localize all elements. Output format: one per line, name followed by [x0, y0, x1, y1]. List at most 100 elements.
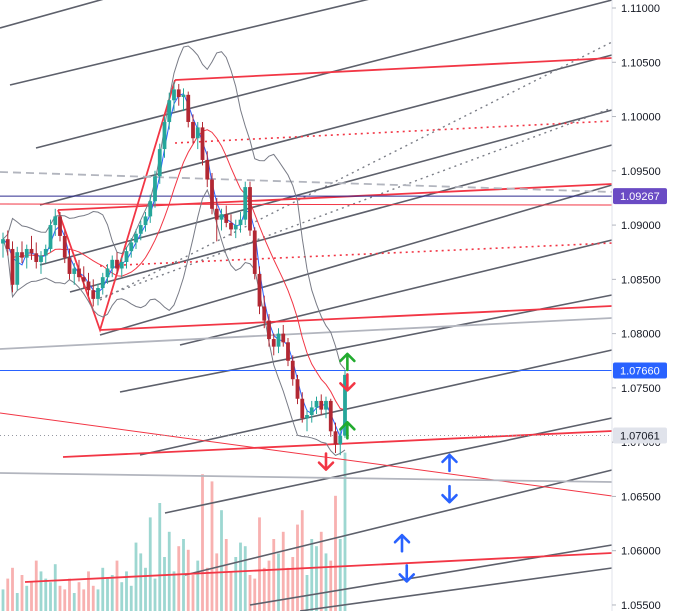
- axis-tick-label: 1.10500: [621, 57, 661, 69]
- candle-body: [295, 379, 300, 399]
- channel-line: [62, 430, 613, 458]
- axis-tick-label: 1.09000: [621, 220, 661, 232]
- volume-bar: [172, 571, 176, 611]
- volume-bar: [153, 578, 157, 611]
- candle-body: [181, 94, 186, 98]
- candle-body: [100, 277, 105, 289]
- volume-bar: [6, 578, 10, 611]
- pitchfork-line: [184, 469, 613, 576]
- pitchfork-line: [249, 544, 613, 606]
- candle-body: [39, 255, 43, 262]
- volume-bar: [49, 582, 52, 611]
- volume-bar: [220, 510, 223, 611]
- candle-body: [191, 121, 195, 139]
- volume-bar: [148, 517, 152, 611]
- candle-body: [10, 248, 15, 285]
- candle-body: [328, 400, 333, 432]
- pitchfork-line: [139, 349, 613, 456]
- candle-body: [162, 121, 167, 150]
- arrow-down-icon: [339, 373, 356, 392]
- price-axis[interactable]: 1.11000 1.10500 1.10000 1.09500 1.09000 1.085…: [611, 0, 679, 611]
- pitchfork-line: [0, 0, 104, 29]
- volume-bar: [291, 557, 295, 611]
- candle-body: [186, 94, 191, 122]
- candle-body: [1, 239, 5, 244]
- volume-bar: [267, 560, 271, 611]
- candle-body: [29, 248, 34, 254]
- axis-tick-label: 1.06000: [621, 546, 661, 558]
- volume-bar: [63, 589, 67, 611]
- volume-bar: [25, 585, 29, 611]
- candle-body: [43, 248, 48, 256]
- candle-body: [67, 257, 72, 274]
- volume-bar: [300, 510, 304, 611]
- candle-body: [110, 259, 115, 269]
- volume-bar: [177, 546, 181, 611]
- candle-body: [20, 252, 24, 258]
- volume-bar: [215, 553, 219, 611]
- arrow-up-icon: [339, 421, 356, 440]
- candle-body: [77, 268, 81, 278]
- price-badge-label: 1.07061: [620, 431, 660, 443]
- volume-bars: [1, 452, 347, 611]
- volume-bar: [229, 571, 233, 611]
- candle-body: [48, 225, 53, 249]
- grey-trend-line: [0, 472, 613, 483]
- volume-bar: [324, 553, 328, 611]
- candle-body: [86, 281, 91, 291]
- volume-bar: [253, 578, 257, 611]
- arrow-up-icon: [339, 352, 356, 372]
- signal-arrows: [317, 352, 458, 583]
- thin-trend-line: [0, 412, 613, 497]
- median-dotted-line: [99, 107, 613, 299]
- volume-bar: [11, 567, 14, 611]
- volume-bar: [277, 553, 280, 611]
- channel-line: [174, 57, 613, 81]
- candle-body: [343, 374, 347, 436]
- volume-bar: [15, 593, 19, 611]
- candle-body: [271, 339, 276, 347]
- thin-horizontal-line: [0, 203, 613, 206]
- candle-body: [167, 100, 172, 122]
- volume-bar: [310, 539, 314, 611]
- candle-body: [124, 251, 129, 262]
- volume-bar: [191, 575, 195, 611]
- volume-bar: [196, 560, 200, 611]
- candlesticks: [1, 81, 347, 456]
- candle-body: [176, 89, 181, 98]
- candle-body: [319, 400, 324, 410]
- volume-bar: [101, 567, 105, 611]
- candle-body: [195, 127, 200, 139]
- candle-body: [138, 225, 143, 234]
- volume-bar: [315, 546, 318, 611]
- candle-body: [53, 216, 58, 226]
- candle-body: [219, 214, 224, 220]
- volume-bar: [258, 517, 261, 611]
- arrow-up-icon: [393, 533, 411, 553]
- volume-bar: [96, 589, 100, 611]
- volume-bar: [115, 560, 119, 611]
- axis-tick-label: 1.07500: [621, 383, 661, 395]
- volume-bar: [68, 578, 71, 611]
- volume-bar: [53, 564, 57, 611]
- volume-bar: [343, 452, 347, 611]
- volume-bar: [243, 546, 247, 611]
- volume-bar: [139, 553, 143, 611]
- volume-bar: [272, 539, 276, 611]
- volume-bar: [224, 539, 228, 611]
- candle-body: [224, 214, 229, 223]
- candle-body: [15, 252, 20, 285]
- axis-tick-label: 1.08000: [621, 329, 661, 341]
- fast-ma-line: [2, 93, 346, 439]
- candle-body: [143, 216, 148, 226]
- slow-ma-line: [2, 129, 346, 411]
- volume-bar: [125, 571, 128, 611]
- candle-body: [338, 435, 343, 445]
- volume-bar: [167, 531, 171, 611]
- candle-body: [257, 273, 262, 307]
- price-badge: [613, 188, 667, 205]
- volume-bar: [319, 531, 323, 611]
- candle-body: [267, 320, 271, 340]
- candle-body: [205, 159, 210, 180]
